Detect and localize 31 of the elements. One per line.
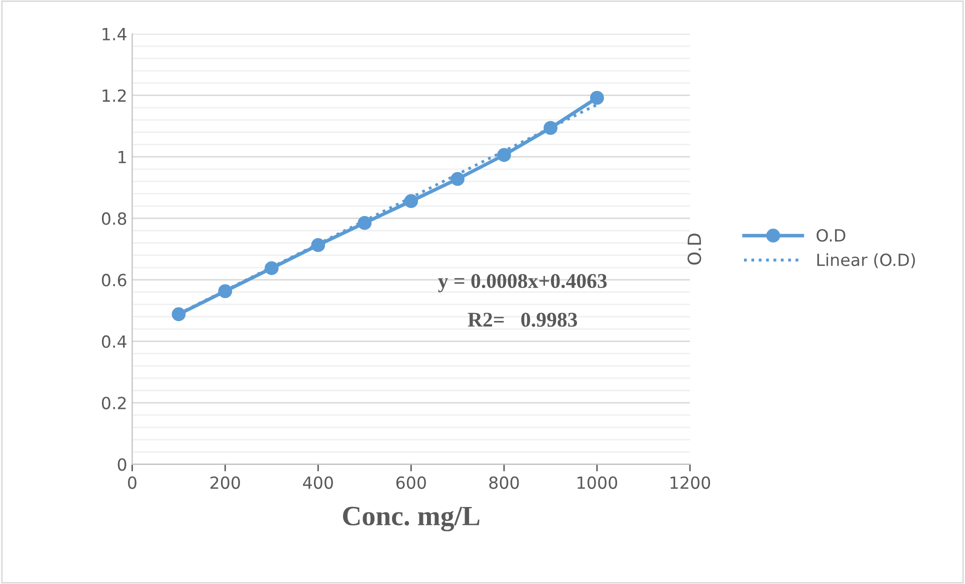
point	[404, 194, 418, 208]
point	[544, 121, 558, 135]
point	[450, 172, 465, 186]
point	[264, 261, 279, 276]
point	[218, 284, 232, 298]
x-tick-label: 1200	[670, 476, 710, 489]
y-tick-label: 0.2	[102, 396, 126, 410]
y-tick-label: 1.2	[102, 89, 126, 102]
point	[311, 238, 326, 252]
legend-label: O.D	[816, 229, 846, 242]
y-tick-label: 1	[118, 151, 126, 164]
annotation: R2= 0.9983	[468, 312, 578, 327]
point	[172, 307, 186, 322]
x-axis-title: Conc. mg/L	[343, 506, 480, 532]
annotation: y = 0.0008x+0.4063	[438, 274, 607, 292]
point	[358, 216, 372, 230]
point	[590, 90, 604, 105]
x-tick-label: 800	[489, 476, 519, 489]
x-tick-label: 0	[128, 476, 136, 489]
x-tick-label: 200	[210, 476, 240, 489]
point	[497, 148, 511, 162]
y-tick-label: 1.4	[102, 28, 126, 40]
x-tick-label: 1000	[578, 476, 618, 489]
y-tick-label: 0.8	[102, 212, 126, 225]
y-tick-label: 0.6	[102, 274, 126, 286]
y-tick-label: 0	[118, 458, 126, 471]
y-axis-title: O.D	[688, 234, 702, 265]
legend-label: Linear (O.D)	[817, 253, 915, 268]
x-tick-label: 400	[303, 476, 333, 489]
y-tick-label: 0.4	[102, 335, 126, 348]
x-tick-label: 600	[396, 476, 426, 489]
